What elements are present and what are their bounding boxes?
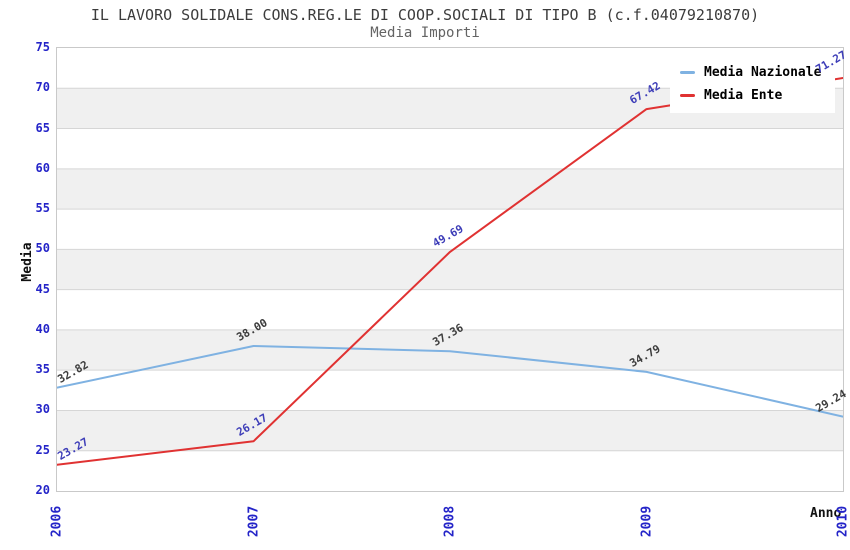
legend-item-media-ente: Media Ente xyxy=(680,88,821,103)
series-line xyxy=(56,345,844,418)
legend: Media Nazionale Media Ente xyxy=(670,57,836,113)
y-tick-label: 70 xyxy=(35,80,50,95)
y-tick-label: 50 xyxy=(35,241,50,256)
y-tick-label: 60 xyxy=(35,160,50,175)
x-axis-title: Anno xyxy=(810,506,842,521)
grid-band xyxy=(57,128,843,170)
legend-item-media-nazionale: Media Nazionale xyxy=(680,65,821,80)
y-tick-label: 30 xyxy=(35,402,50,417)
chart-subtitle: Media Importi xyxy=(370,25,480,41)
x-tick-label: 2009 xyxy=(639,505,654,538)
y-tick-label: 45 xyxy=(35,281,50,296)
x-tick-label: 2010 xyxy=(835,505,850,538)
y-tick-label: 20 xyxy=(35,483,50,497)
grid-band xyxy=(57,209,843,250)
x-tick-label: 2008 xyxy=(442,505,458,538)
y-tick-label: 65 xyxy=(35,120,50,135)
legend-line-swatch-icon xyxy=(680,71,695,74)
chart-canvas xyxy=(56,48,844,492)
y-tick-label: 75 xyxy=(35,40,50,54)
legend-line-swatch-icon xyxy=(680,94,695,97)
chart-title: IL LAVORO SOLIDALE CONS.REG.LE DI COOP.S… xyxy=(90,6,760,24)
y-tick-label: 25 xyxy=(35,442,50,457)
y-tick-label: 40 xyxy=(35,321,50,336)
x-tick-label: 2007 xyxy=(246,505,261,538)
y-tick-label: 35 xyxy=(35,362,50,377)
legend-label-media-ente: Media Ente xyxy=(704,88,783,103)
grid-band xyxy=(57,168,843,210)
grid-band xyxy=(57,410,843,452)
grid-band xyxy=(57,289,843,331)
grid-band xyxy=(57,370,843,411)
x-tick-label: 2006 xyxy=(49,505,65,538)
y-tick-label: 55 xyxy=(35,201,50,216)
plot-area xyxy=(56,47,844,492)
grid-band xyxy=(57,450,843,492)
legend-label-media-nazionale: Media Nazionale xyxy=(704,65,822,80)
grid-band xyxy=(57,249,843,291)
